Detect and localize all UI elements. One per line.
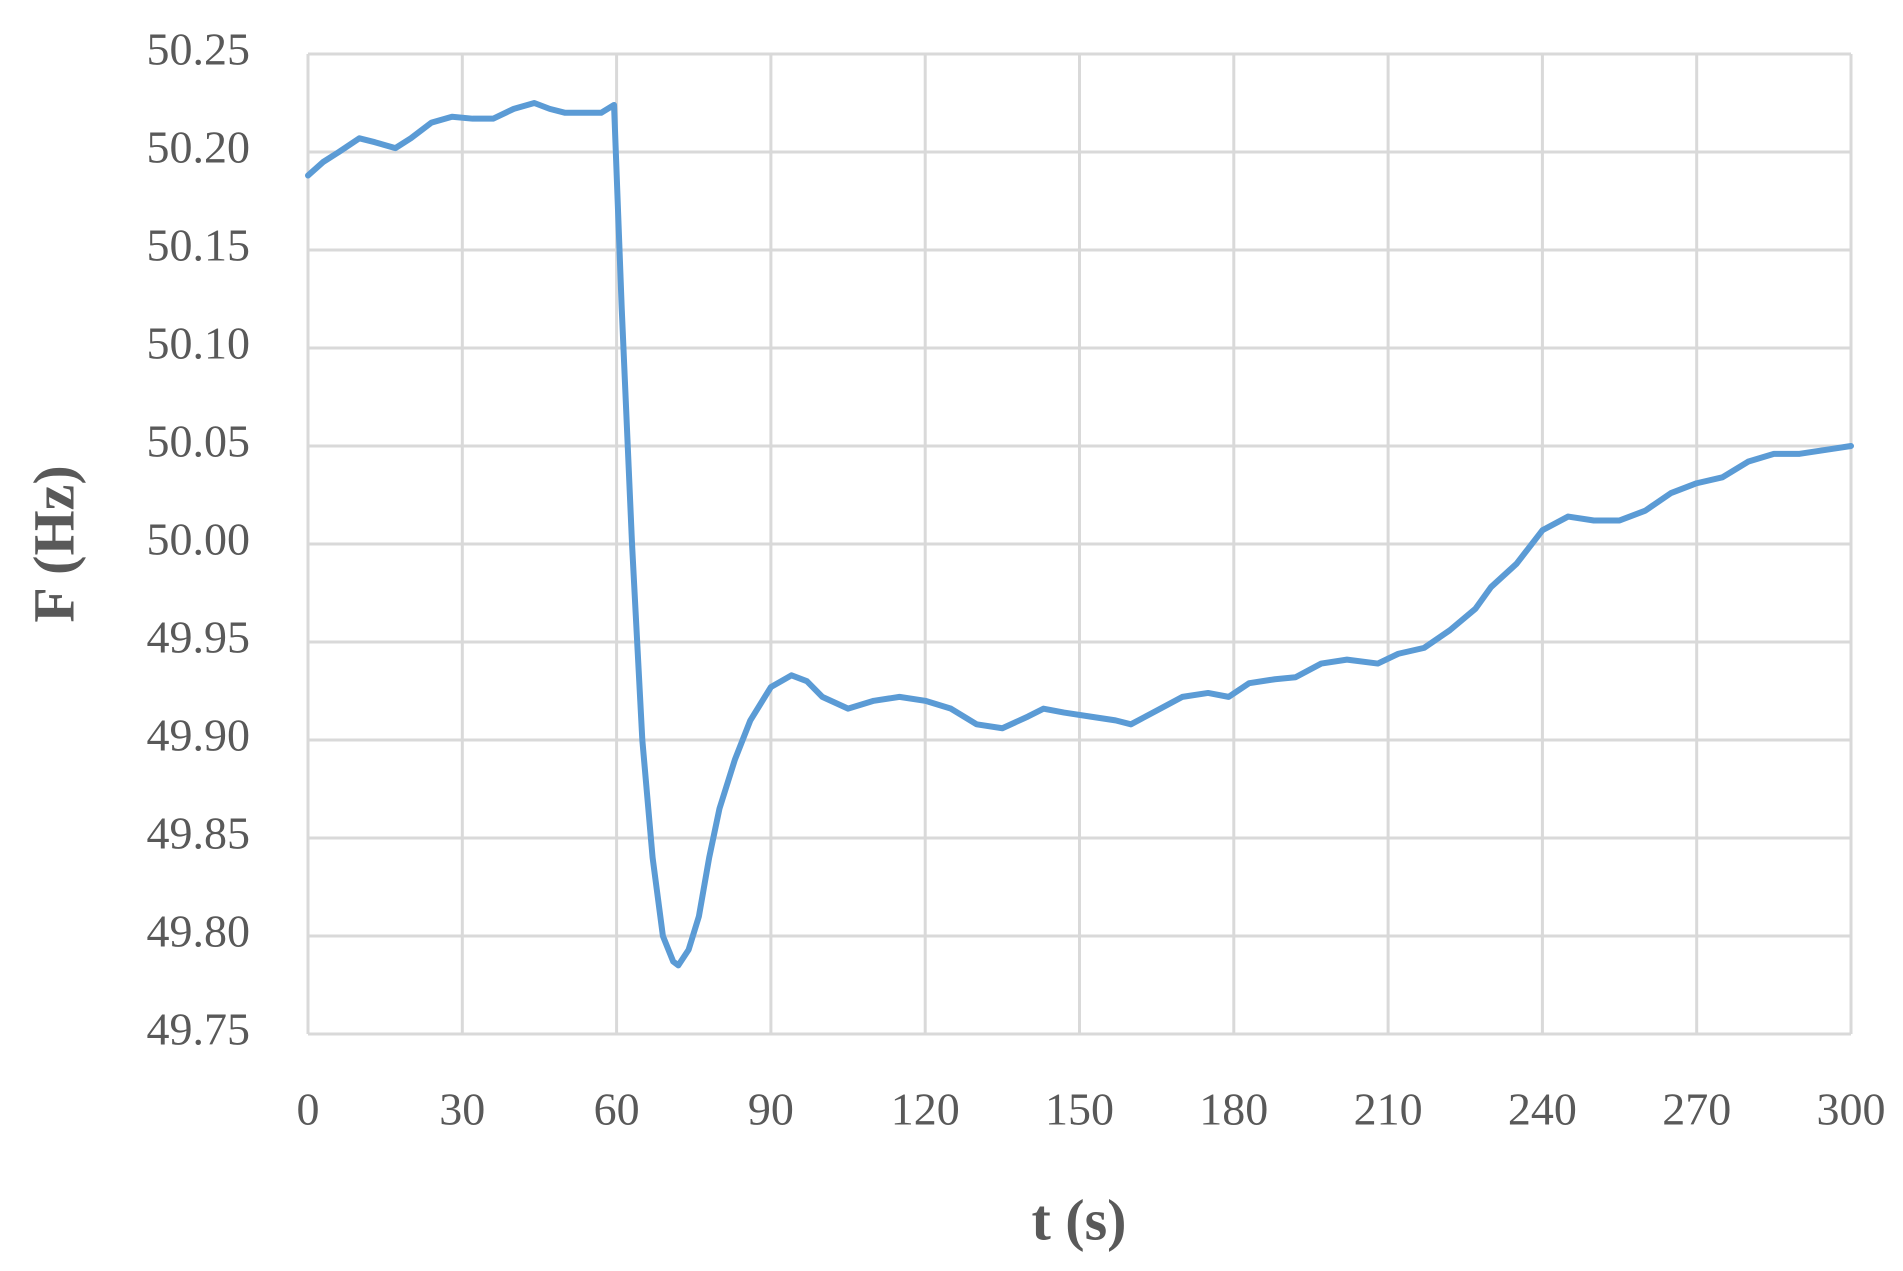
data-line [305, 100, 1854, 969]
y-tick-label: 49.90 [147, 710, 251, 761]
x-tick-label: 300 [1817, 1084, 1886, 1135]
y-tick-label: 49.80 [147, 906, 251, 957]
x-tick-label: 180 [1199, 1084, 1268, 1135]
y-axis-title: F (Hz) [21, 465, 86, 622]
y-tick-label: 50.20 [147, 122, 251, 173]
y-tick-label: 49.85 [147, 808, 251, 859]
y-tick-label: 50.10 [147, 318, 251, 369]
y-tick-label: 50.15 [147, 220, 251, 271]
y-tick-label: 50.00 [147, 514, 251, 565]
x-axis-title: t (s) [1031, 1187, 1126, 1252]
x-tick-label: 30 [439, 1084, 485, 1135]
x-tick-label: 120 [891, 1084, 960, 1135]
x-tick-label: 0 [297, 1084, 320, 1135]
x-tick-label: 60 [594, 1084, 640, 1135]
y-tick-label: 49.75 [147, 1004, 251, 1055]
y-tick-label: 50.25 [147, 24, 251, 75]
x-tick-label: 90 [748, 1084, 794, 1135]
x-tick-label: 270 [1662, 1084, 1731, 1135]
y-tick-label: 50.05 [147, 416, 251, 467]
x-tick-label: 210 [1354, 1084, 1423, 1135]
y-tick-label: 49.95 [147, 612, 251, 663]
x-tick-label: 150 [1045, 1084, 1114, 1135]
x-tick-label: 240 [1508, 1084, 1577, 1135]
